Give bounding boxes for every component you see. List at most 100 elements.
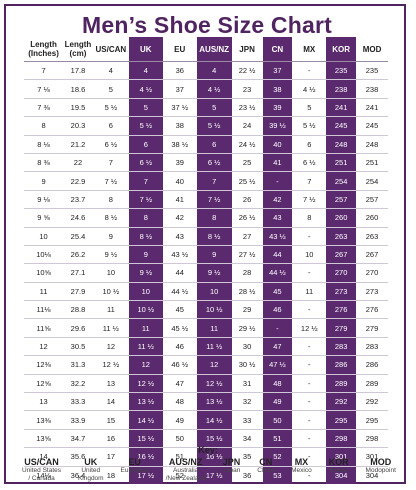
cell-cn: 50 (262, 410, 293, 430)
key-code: CN (259, 457, 273, 467)
cell-jpn: 24 (231, 116, 263, 136)
cell-eu: 43 (162, 226, 197, 246)
cell-aus-nz: 5 (196, 97, 232, 117)
key-item: MX Mexico (291, 457, 312, 483)
cell-mx: 5 (292, 97, 327, 117)
cell-kor: 248 (326, 134, 357, 154)
cell-length-cm: 20.3 (63, 116, 93, 136)
cell-cn: 39 ½ (262, 116, 293, 136)
cell-eu: 47 (162, 373, 197, 393)
cell-jpn: 34 (231, 428, 263, 448)
cell-aus-nz: 5 ½ (196, 116, 232, 136)
cell-uk: 7 (128, 171, 163, 191)
cell-us-can: 8 ½ (92, 208, 129, 228)
cell-us-can: 10 ½ (92, 281, 129, 301)
cell-aus-nz: 4 (196, 60, 232, 80)
key-name: / Canada (28, 475, 55, 482)
cell-length-cm: 23.7 (63, 189, 93, 209)
cell-mx: 7 ½ (292, 189, 327, 209)
cell-uk: 9 (128, 244, 163, 264)
cell-cn: 44 (262, 244, 293, 264)
cell-mx: - (292, 447, 327, 467)
cell-cn: 43 (262, 208, 293, 228)
cell-cn: 53 (262, 465, 293, 484)
cell-mod: 257 (356, 189, 388, 209)
cell-mx: - (292, 465, 327, 484)
table-row: 14⅛ 36.4 18 17 ½ 52 17 ½ 36 53-304 304 (24, 465, 388, 484)
key-title: Key: (198, 445, 218, 455)
cell-us-can: 7 (92, 152, 129, 172)
cell-length-cm: 22.9 (63, 171, 93, 191)
cell-mod: 301 (356, 447, 388, 467)
cell-aus-nz: 15 ½ (196, 428, 232, 448)
table-row: 12 30.5 12 11 ½ 46 11 ½ 30 47-283 283 (24, 336, 388, 356)
cell-mod: 286 (356, 355, 388, 375)
cell-jpn: 23 (231, 79, 263, 99)
cell-eu: 43 ½ (162, 244, 197, 264)
cell-uk: 16 ½ (128, 447, 163, 467)
cell-mx: - (292, 410, 327, 430)
cell-eu: 52 (162, 465, 197, 484)
key-item: CN China (257, 457, 274, 483)
cell-aus-nz: 9 (196, 244, 232, 264)
cell-length-inches: 12⅝ (24, 373, 64, 393)
cell-eu: 37 ½ (162, 97, 197, 117)
cell-uk: 11 ½ (128, 336, 163, 356)
cell-cn: 52 (262, 447, 293, 467)
cell-eu: 42 (162, 208, 197, 228)
key-item: EU European (121, 457, 149, 483)
cell-mod: 260 (356, 208, 388, 228)
cell-jpn: 33 (231, 410, 263, 430)
cell-us-can: 18 (92, 465, 129, 484)
cell-length-cm: 24.6 (63, 208, 93, 228)
cell-mx: 10 (292, 244, 327, 264)
cell-aus-nz: 11 ½ (196, 336, 232, 356)
cell-us-can: 9 (92, 226, 129, 246)
cell-eu: 37 (162, 79, 197, 99)
cell-cn: 40 (262, 134, 293, 154)
cell-eu: 51 (162, 447, 197, 467)
cell-mod: 292 (356, 392, 388, 411)
cell-kor: 263 (326, 226, 357, 246)
key-code: UK (84, 457, 98, 467)
cell-us-can: 11 (92, 300, 129, 319)
cell-aus-nz: 17 ½ (196, 465, 232, 484)
cell-uk: 4 ½ (128, 79, 163, 99)
cell-length-cm: 27.9 (63, 281, 93, 301)
cell-aus-nz: 8 ½ (196, 226, 232, 246)
cell-aus-nz: 13 ½ (196, 392, 232, 411)
cell-kor: 304 (326, 465, 357, 484)
cell-kor: 286 (326, 355, 357, 375)
cell-us-can: 14 (92, 392, 129, 411)
cell-eu: 36 (162, 60, 197, 80)
table-row: 12⅜ 31.3 12 ½ 12 46 ½ 12 30 ½ 47 ½ -286 286 (24, 355, 388, 375)
cell-kor: 289 (326, 373, 357, 393)
cell-length-cm: 27.1 (63, 263, 93, 283)
cell-length-inches: 14⅛ (24, 465, 64, 484)
cell-us-can: 11 ½ (92, 318, 129, 338)
table-row: 8 ⅛ 21.2 6 ½ 6 38 ½ 6 24 ½ 40 6 248 248 (24, 134, 388, 154)
cell-length-inches: 14 (24, 447, 64, 467)
cell-cn: 47 (262, 336, 293, 356)
cell-mod: 238 (356, 79, 388, 99)
cell-length-inches: 10 (24, 226, 64, 246)
cell-uk: 5 (128, 97, 163, 117)
cell-length-cm: 30.5 (63, 336, 93, 356)
col-header-kor: KOR (326, 37, 357, 62)
cell-uk: 4 (128, 60, 163, 80)
cell-cn: 51 (262, 428, 293, 448)
cell-us-can: 5 ½ (92, 97, 129, 117)
cell-jpn: 32 (231, 392, 263, 411)
key-item: UK United Kingdom (78, 457, 104, 483)
cell-kor: 251 (326, 152, 357, 172)
size-table: Length (Inches) Length (cm) US/CAN UK EU A… (24, 37, 388, 484)
cell-aus-nz: 6 ½ (196, 152, 232, 172)
cell-eu: 38 ½ (162, 134, 197, 154)
cell-mx: 12 ½ (292, 318, 327, 338)
cell-mx: - (292, 428, 327, 448)
cell-jpn: 26 ½ (231, 208, 263, 228)
cell-length-inches: 12 (24, 336, 64, 356)
cell-length-inches: 7 (24, 60, 64, 80)
cell-jpn: 29 (231, 300, 263, 319)
